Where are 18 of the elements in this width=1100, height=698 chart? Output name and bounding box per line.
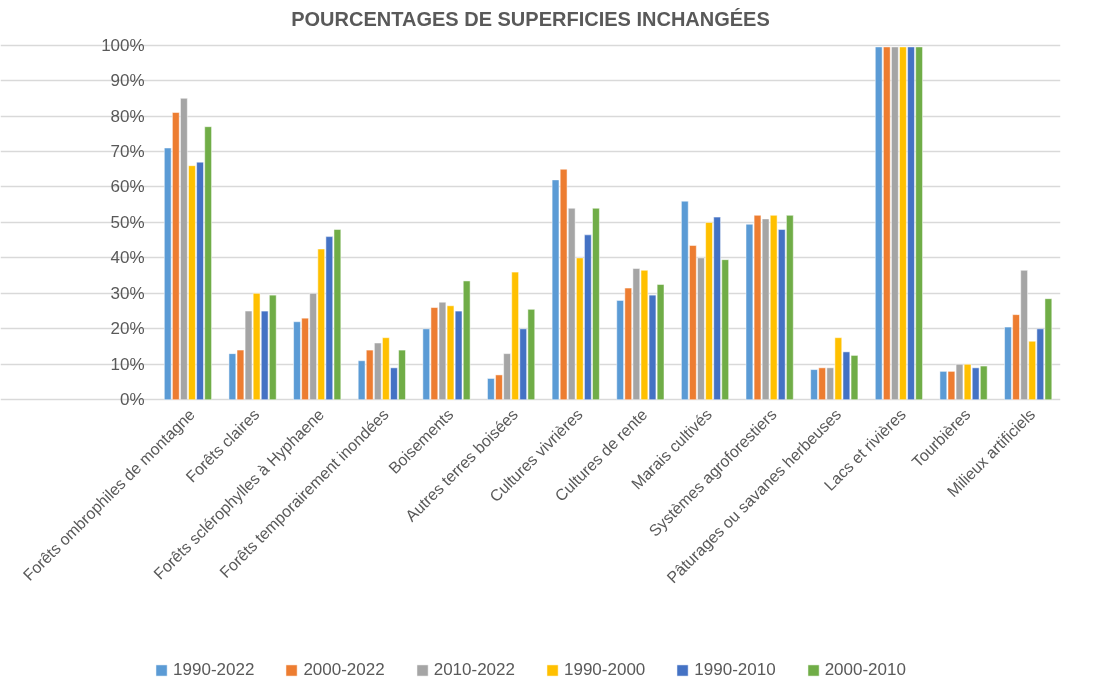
chart-title: POURCENTAGES DE SUPERFICIES INCHANGÉES: [291, 7, 770, 30]
y-tick-label: 20%: [110, 319, 145, 339]
y-tick-label: 80%: [110, 106, 145, 126]
y-tick-label: 70%: [110, 142, 145, 162]
legend-label: 1990-2000: [564, 660, 646, 680]
legend-label: 2010-2022: [433, 660, 515, 680]
y-tick-label: 50%: [110, 212, 145, 232]
y-tick-label: 30%: [110, 283, 145, 303]
y-tick-label: 0%: [120, 390, 145, 410]
legend-label: 2000-2010: [824, 660, 906, 680]
legend-label: 1990-2010: [694, 660, 776, 680]
y-tick-label: 100%: [101, 35, 145, 55]
legend-label: 1990-2022: [173, 660, 255, 680]
y-tick-label: 60%: [110, 177, 145, 197]
legend-label: 2000-2022: [303, 660, 385, 680]
y-tick-label: 40%: [110, 248, 145, 268]
y-tick-label: 10%: [110, 354, 145, 374]
y-tick-label: 90%: [110, 71, 145, 91]
